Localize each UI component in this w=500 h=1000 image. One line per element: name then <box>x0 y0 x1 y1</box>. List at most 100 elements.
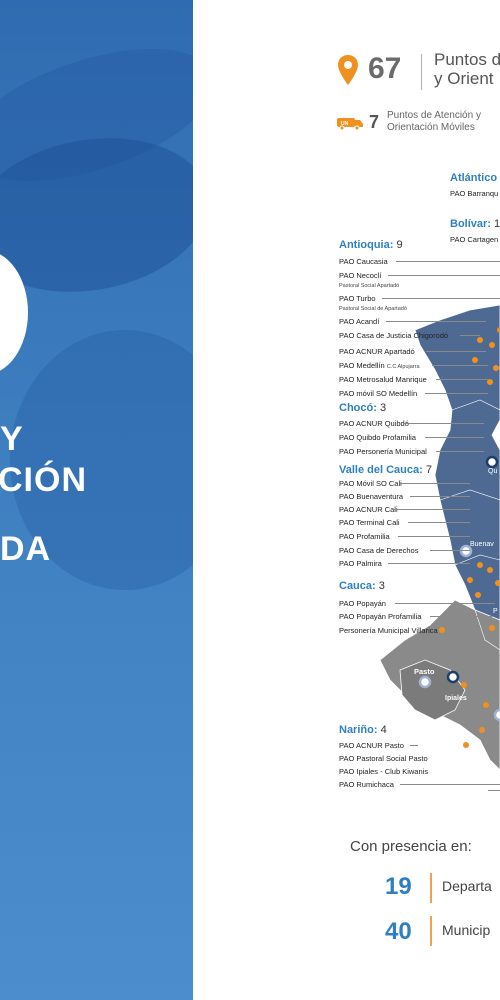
pao-item: PAO Metrosalud Manrique <box>339 375 427 384</box>
pao-item: PAO Pastoral Social Pasto <box>339 754 428 763</box>
pao-item: PAO Casa de Justicia Chigorodó <box>339 331 449 340</box>
dept-heading-narino: Nariño: 4 <box>339 724 387 736</box>
pao-item: PAO Popayán Profamilia <box>339 612 422 621</box>
location-pin-icon <box>338 55 358 85</box>
dept-name: Antioquia: <box>339 239 394 251</box>
pao-item: PAO ACNUR Pasto <box>339 741 404 750</box>
pao-item: PAO Turbo Pastoral Social de Apartadó <box>339 294 407 312</box>
dept-count: 9 <box>396 239 403 251</box>
pao-item: PAO Barranqu <box>450 189 499 198</box>
banner-text-line-1: Y <box>0 420 24 458</box>
map-border <box>454 554 500 566</box>
pao-item: PAO Popayán <box>339 599 386 608</box>
pao-item: PAO Quibdo Profamilia <box>339 433 416 442</box>
municipalities-count: 40 <box>385 918 412 945</box>
presence-title: Con presencia en: <box>350 838 472 855</box>
dept-heading-antioquia: Antioquia: 9 <box>339 239 403 251</box>
leader-line <box>410 496 470 497</box>
leader-line <box>396 261 500 262</box>
orange-divider <box>430 916 432 946</box>
orange-location-dot <box>493 365 499 371</box>
mobile-points-label-line-2: Orientación Móviles <box>387 122 475 133</box>
leader-line <box>426 351 486 352</box>
mobile-points-label: Puntos de Atención y Orientación Móviles <box>387 110 481 134</box>
brush-stroke <box>10 330 193 590</box>
dept-heading-choco: Chocó: 3 <box>339 402 386 414</box>
dept-count: 3 <box>379 402 387 414</box>
leader-line <box>425 437 484 438</box>
orange-location-dot <box>463 742 469 748</box>
orange-location-dot <box>467 577 473 583</box>
pao-item: PAO Móvil SO Cali <box>339 479 402 488</box>
pao-item: PAO móvil SO Medellín <box>339 389 418 398</box>
orange-location-dot <box>475 592 481 598</box>
pao-item: PAO Personería Municipal <box>339 447 427 456</box>
fixed-points-label-line-1: Puntos de <box>434 50 500 69</box>
city-marker-ipiales <box>418 675 432 689</box>
map-border <box>451 399 500 411</box>
pao-label: PAO Medellín <box>339 361 385 370</box>
leader-line <box>410 745 418 746</box>
departments-label: Departa <box>442 878 492 894</box>
orange-location-dot <box>479 727 485 733</box>
dept-count: 4 <box>380 724 387 736</box>
dept-count: 7 <box>425 464 432 476</box>
pao-item: PAO ACNUR Quibdó <box>339 419 409 428</box>
leader-line <box>392 509 470 510</box>
orange-location-dot <box>477 562 483 568</box>
dept-name: Bolívar: <box>450 218 491 230</box>
dept-name: Cauca: <box>339 580 376 592</box>
map-label-ipiales: Ipiales <box>445 695 467 702</box>
city-marker-buenaventura <box>459 544 473 558</box>
city-marker-quibdo <box>485 455 499 469</box>
dept-name: Nariño: <box>339 724 378 736</box>
orange-divider <box>430 873 432 903</box>
pao-item: PAO Caucasia <box>339 257 388 266</box>
mobile-van-icon: UN <box>337 118 363 130</box>
dept-heading-atlantico: Atlántico <box>450 172 497 184</box>
leader-line <box>488 790 500 791</box>
leader-line <box>430 616 492 617</box>
pao-item: PAO Necoclí Pastoral Social Apartadó <box>339 271 399 289</box>
orange-location-dot <box>483 702 489 708</box>
mobile-points-label-line-1: Puntos de Atención y <box>387 110 481 121</box>
mobile-points-count: 7 <box>369 112 380 132</box>
orange-location-dot <box>487 567 493 573</box>
leader-line <box>408 522 470 523</box>
leader-line <box>388 563 470 564</box>
orange-location-dot <box>495 580 500 586</box>
leader-line <box>404 423 484 424</box>
leader-line <box>386 321 486 322</box>
orange-location-dot <box>497 327 500 333</box>
leader-line <box>436 379 488 380</box>
dept-heading-cauca: Cauca: 3 <box>339 580 385 592</box>
orange-location-dot <box>487 379 493 385</box>
dept-name: Atlántico <box>450 172 498 184</box>
pao-item: PAO ACNUR Cali <box>339 505 398 514</box>
municipalities-label: Municip <box>442 922 491 938</box>
departments-count: 19 <box>385 873 412 900</box>
leader-line <box>425 393 488 394</box>
pao-label: PAO Necoclí <box>339 271 382 280</box>
pao-item: PAO Ipiales - Club Kiwanis <box>339 767 429 776</box>
dept-count: 3 <box>378 580 385 592</box>
dept-name: Valle del Cauca: <box>339 464 423 476</box>
leader-line <box>388 275 500 276</box>
fixed-points-label: Puntos de y Orient <box>434 50 500 88</box>
pao-label: PAO Turbo <box>339 294 376 303</box>
map-label-quibdo: Qu <box>488 468 498 475</box>
orange-location-dot <box>477 337 483 343</box>
dept-heading-valle: Valle del Cauca: 7 <box>339 464 432 476</box>
leader-line <box>382 298 500 299</box>
orange-location-dot <box>489 625 495 631</box>
pao-item: PAO Buenaventura <box>339 492 404 501</box>
banner-text-line-2: CIÓN <box>0 461 87 499</box>
van-icon-text: UN <box>341 121 349 127</box>
map-label-pasto: Pasto <box>414 667 435 676</box>
orange-location-dot <box>461 682 467 688</box>
leader-line <box>400 483 470 484</box>
leader-line <box>436 451 484 452</box>
leader-line <box>398 536 470 537</box>
pao-item: PAO Rumichaca <box>339 780 394 789</box>
pao-sublabel: Pastoral Social Apartadó <box>339 283 400 289</box>
